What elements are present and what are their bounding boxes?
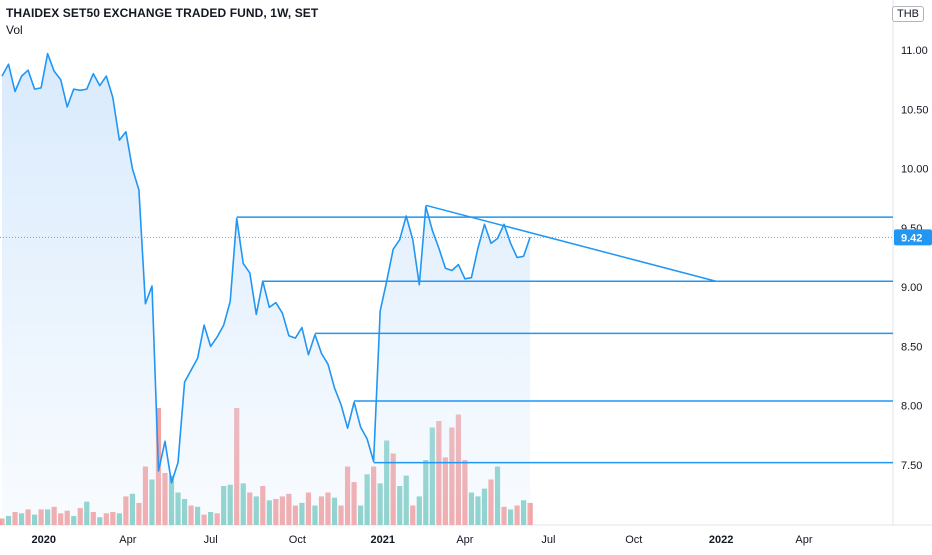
price-line[interactable] — [1, 52, 531, 484]
y-tick-label: 8.50 — [901, 341, 922, 353]
x-tick-label: 2021 — [371, 534, 395, 546]
y-tick-label: 8.00 — [901, 401, 922, 413]
volume-label: Vol — [6, 23, 23, 37]
x-tick-label: Apr — [456, 534, 473, 546]
trend-line[interactable] — [425, 204, 717, 282]
x-tick-label: Oct — [625, 534, 642, 546]
y-tick-label: 10.00 — [901, 164, 929, 176]
x-tick-label: Jul — [541, 534, 555, 546]
y-tick-label: 11.00 — [901, 45, 928, 57]
last-price-label: 9.42 — [901, 232, 922, 244]
x-tick-label: Apr — [795, 534, 812, 546]
price-area — [2, 53, 531, 525]
y-tick-label: 10.50 — [901, 104, 929, 116]
volume-bar — [527, 502, 533, 525]
x-tick-label: Oct — [289, 534, 306, 546]
chart-title: THAIDEX SET50 EXCHANGE TRADED FUND, 1W, … — [6, 6, 319, 20]
x-tick-label: 2022 — [709, 534, 733, 546]
x-tick-label: Apr — [119, 534, 136, 546]
currency-badge[interactable]: THB — [892, 6, 924, 22]
x-tick-label: Jul — [204, 534, 218, 546]
x-tick-label: 2020 — [31, 534, 55, 546]
y-tick-label: 7.50 — [901, 460, 922, 472]
y-tick-label: 9.00 — [901, 282, 922, 294]
chart-header: THAIDEX SET50 EXCHANGE TRADED FUND, 1W, … — [6, 6, 318, 37]
last-price-badge — [894, 229, 932, 246]
